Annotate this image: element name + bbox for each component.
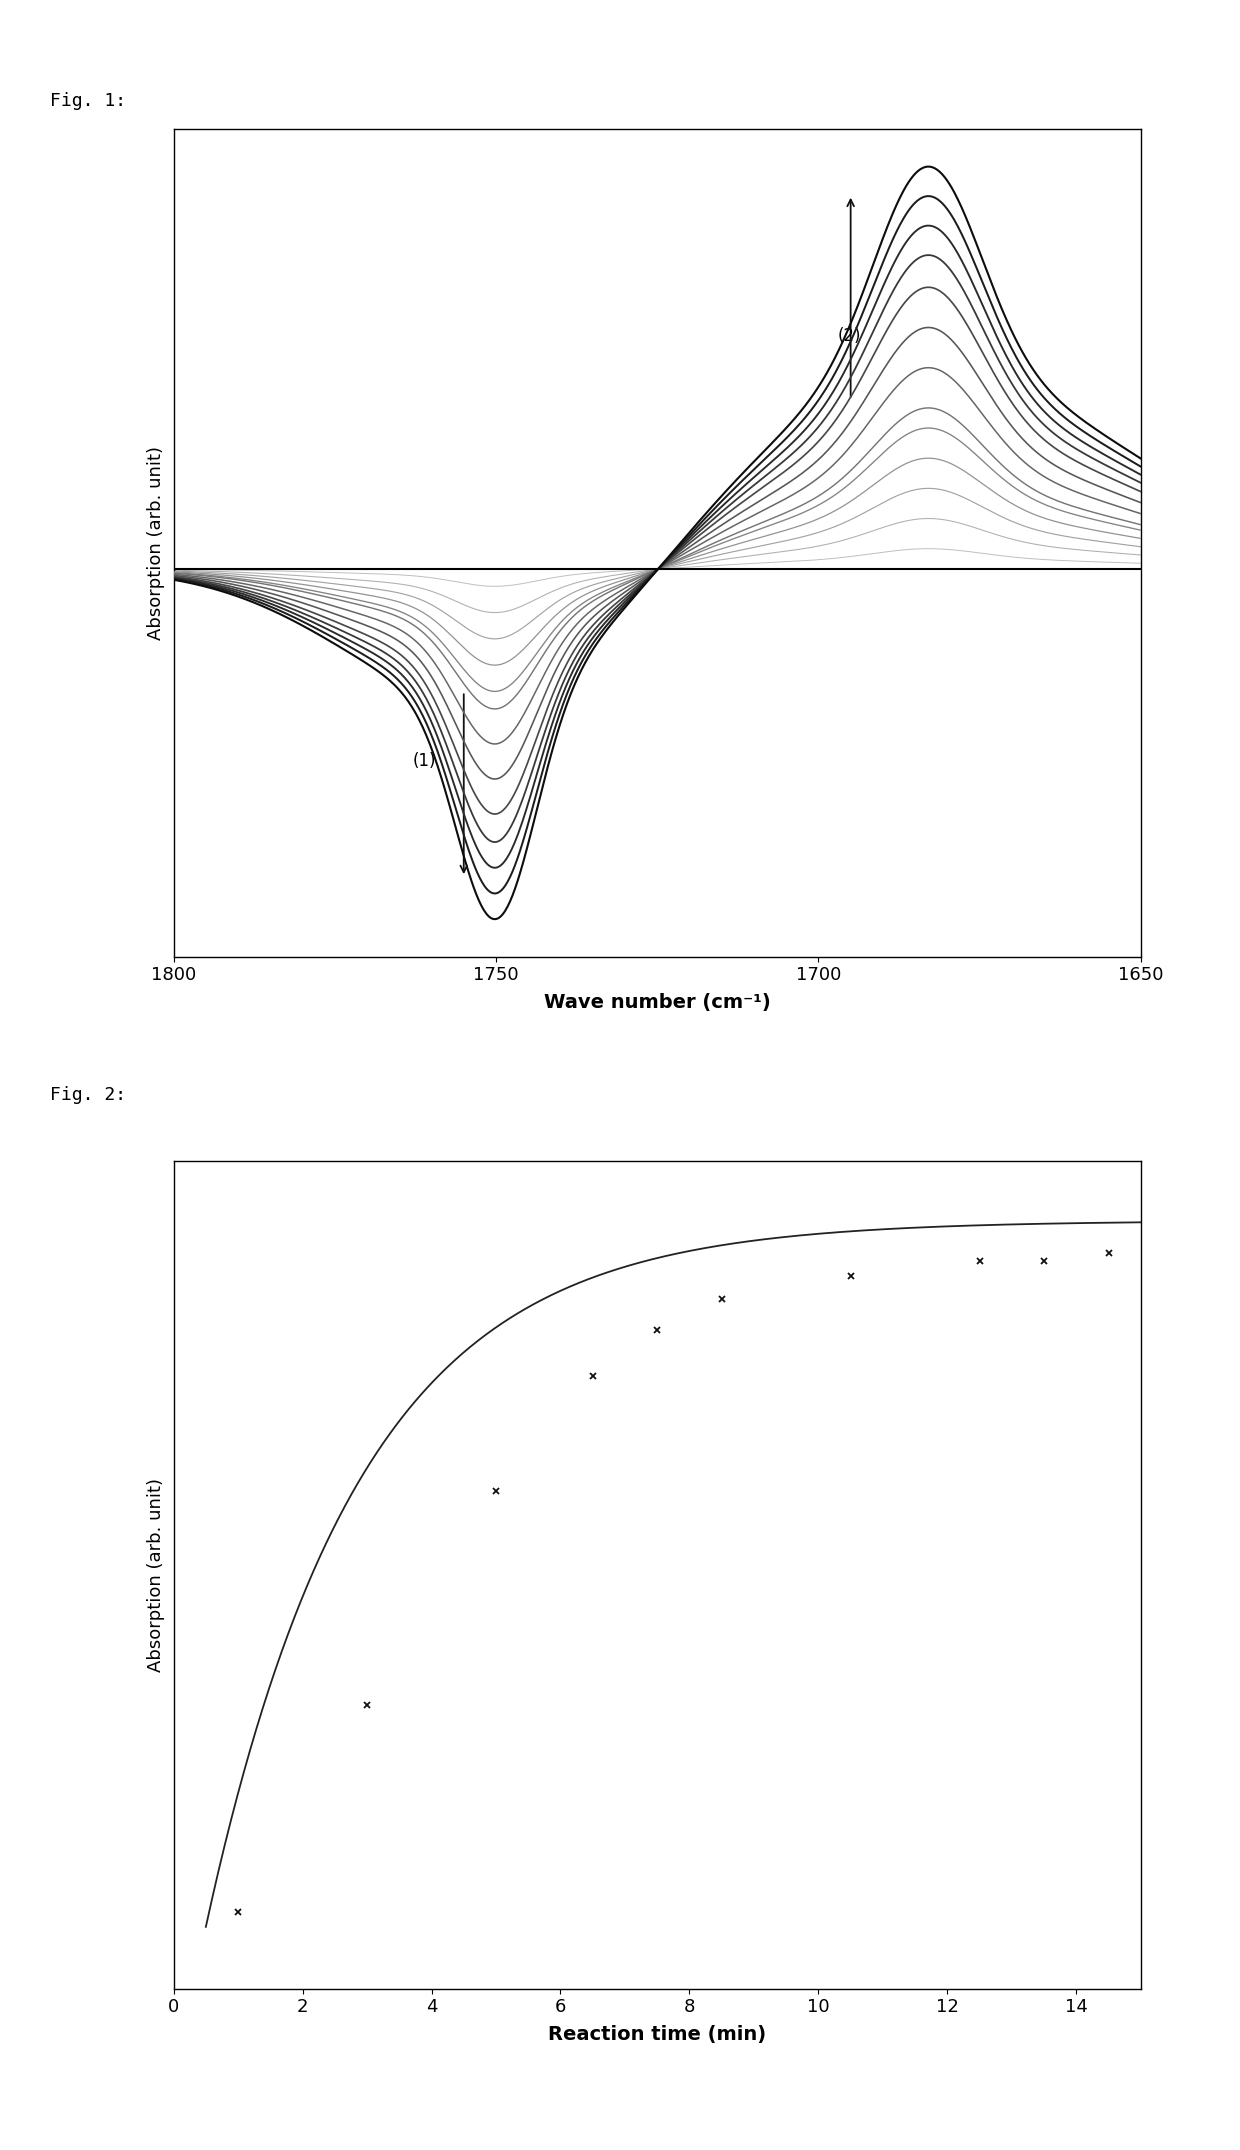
Text: Fig. 1:: Fig. 1: [50, 92, 125, 110]
Y-axis label: Absorption (arb. unit): Absorption (arb. unit) [148, 445, 165, 641]
Text: (2): (2) [838, 327, 862, 344]
X-axis label: Wave number (cm⁻¹): Wave number (cm⁻¹) [544, 993, 770, 1013]
Text: (1): (1) [412, 752, 435, 770]
Text: Fig. 2:: Fig. 2: [50, 1086, 125, 1103]
X-axis label: Reaction time (min): Reaction time (min) [548, 2025, 766, 2045]
Y-axis label: Absorption (arb. unit): Absorption (arb. unit) [148, 1477, 165, 1673]
